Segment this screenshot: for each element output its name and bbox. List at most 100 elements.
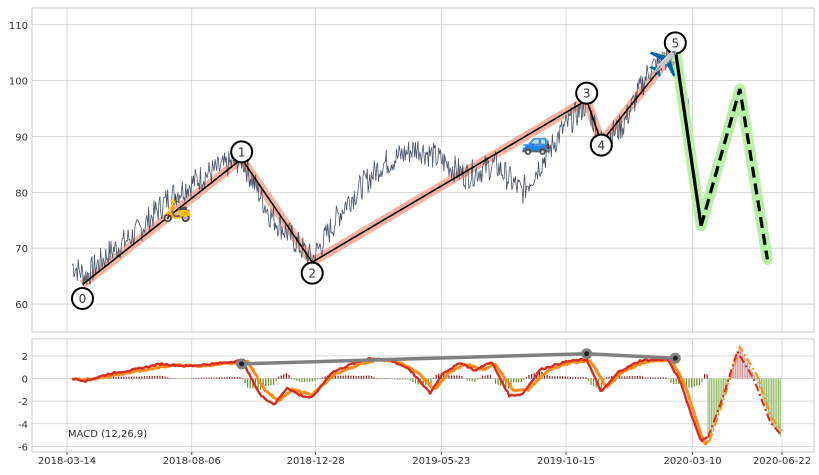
macd-histogram-bar xyxy=(551,376,553,379)
macd-histogram-bar xyxy=(489,374,491,379)
macd-histogram-bar xyxy=(520,378,522,383)
macd-histogram-bar xyxy=(605,377,608,379)
macd-histogram-bar xyxy=(257,378,259,390)
macd-histogram-bar xyxy=(321,377,324,379)
macd-projection-histogram-bar xyxy=(762,378,764,401)
macd-histogram-bar xyxy=(652,377,654,379)
macd-histogram-bar xyxy=(538,371,540,379)
macd-histogram-bar xyxy=(592,378,595,387)
macd-histogram-bar xyxy=(667,378,670,380)
macd-histogram-bar xyxy=(148,376,151,379)
macd-projection-histogram-bar xyxy=(764,378,766,406)
price-y-tick-label: 100 xyxy=(9,77,28,88)
emoji-marker: 🛵 xyxy=(162,195,192,223)
macd-histogram-bar xyxy=(205,377,207,379)
macd-histogram-bar xyxy=(443,372,445,379)
emoji-marker: ✈️ xyxy=(648,49,678,78)
macd-histogram-bar xyxy=(203,377,205,379)
macd-histogram-bar xyxy=(280,375,282,379)
macd-projection-histogram-bar xyxy=(733,363,735,379)
macd-histogram-bar xyxy=(192,378,195,379)
macd-histogram-bar xyxy=(254,378,257,390)
macd-histogram-bar xyxy=(476,378,479,380)
macd-histogram-bar xyxy=(213,377,215,379)
macd-histogram-bar xyxy=(270,378,272,386)
macd-histogram-bar xyxy=(218,377,220,379)
macd-histogram-bar xyxy=(458,375,460,379)
macd-histogram-bar xyxy=(368,375,370,379)
macd-histogram-bar xyxy=(159,375,161,379)
projection-dashed-line xyxy=(699,88,769,260)
macd-projection-histogram-bar xyxy=(722,378,725,400)
macd-pattern-point-core xyxy=(239,361,245,367)
macd-histogram-bar xyxy=(174,378,177,380)
macd-histogram-bar xyxy=(179,378,182,380)
macd-histogram-bar xyxy=(688,378,690,388)
macd-histogram-bar xyxy=(523,378,525,381)
macd-histogram-bar xyxy=(456,375,458,379)
macd-histogram-bar xyxy=(644,377,646,379)
macd-histogram-bar xyxy=(278,376,280,379)
macd-histogram-bar xyxy=(672,378,675,385)
macd-histogram-bar xyxy=(365,375,368,379)
macd-histogram-bar xyxy=(497,378,499,385)
x-axis: 2018-03-14 2018-08-06 2018-12-28 2019-05-23… xyxy=(38,452,811,467)
macd-histogram-bar xyxy=(350,375,352,379)
macd-projection-histogram-bar xyxy=(746,362,749,379)
macd-histogram-bar xyxy=(600,378,602,391)
price-y-tick-label: 110 xyxy=(9,21,28,32)
macd-histogram-bar xyxy=(662,377,664,379)
x-tick-label: 2019-10-15 xyxy=(537,456,595,467)
macd-projection-histogram-bar xyxy=(769,378,771,422)
macd-histogram-bar xyxy=(559,376,561,379)
macd-projection-line xyxy=(707,349,782,438)
macd-histogram-bar xyxy=(239,376,241,379)
macd-histogram-bar xyxy=(492,378,494,379)
macd-projection-histogram-bar xyxy=(779,378,781,437)
macd-histogram-bar xyxy=(706,374,708,379)
pattern-point-label: 4 xyxy=(597,139,605,153)
macd-histogram-bar xyxy=(391,378,393,380)
macd-projection-histogram-bar xyxy=(734,357,737,379)
macd-histogram-bar xyxy=(198,377,200,379)
pattern-point-label: 0 xyxy=(79,292,87,306)
pattern-point-label: 3 xyxy=(583,87,591,101)
macd-histogram-bar xyxy=(234,377,236,379)
macd-histogram-bar xyxy=(494,378,497,384)
macd-histogram-bar xyxy=(510,378,512,386)
macd-histogram-bar xyxy=(285,373,288,379)
macd-histogram-bar xyxy=(448,375,450,379)
macd-histogram-bar xyxy=(236,377,238,379)
x-tick-label: 2018-08-06 xyxy=(163,456,221,467)
macd-histogram-bar xyxy=(564,376,566,379)
macd-histogram-bar xyxy=(334,375,337,379)
macd-projection-histogram-bar xyxy=(772,378,774,428)
macd-histogram-bar xyxy=(190,378,192,380)
macd-histogram-bar xyxy=(342,375,344,379)
macd-histogram-bar xyxy=(123,376,125,379)
macd-histogram-bar xyxy=(293,378,295,380)
macd-histogram-bar xyxy=(685,378,688,388)
macd-histogram-bar xyxy=(569,377,571,379)
macd-histogram-bar xyxy=(479,377,481,379)
macd-histogram-bar xyxy=(414,378,417,384)
macd-projection-histogram-bar xyxy=(717,378,719,416)
macd-projection-histogram-bar xyxy=(738,349,740,379)
macd-histogram-bar xyxy=(241,378,244,379)
macd-histogram-bar xyxy=(169,377,171,379)
pattern-point-marker xyxy=(70,287,94,311)
macd-histogram-bar xyxy=(396,378,398,380)
macd-y-tick-label: -2 xyxy=(18,397,28,408)
macd-histogram-bar xyxy=(574,377,577,379)
macd-histogram-bar xyxy=(621,376,623,379)
macd-histogram-bar xyxy=(288,374,290,379)
macd-histogram-bar xyxy=(383,378,386,379)
macd-projection-histogram-bar xyxy=(716,378,718,422)
macd-projection-histogram-bar xyxy=(755,378,757,380)
macd-histogram-bar xyxy=(549,376,551,379)
macd-projection-histogram-bar xyxy=(714,378,716,427)
macd-histogram-bar xyxy=(265,378,267,387)
macd-annotation: MACD (12,26,9) xyxy=(68,429,147,440)
macd-histogram-bar xyxy=(654,377,657,379)
